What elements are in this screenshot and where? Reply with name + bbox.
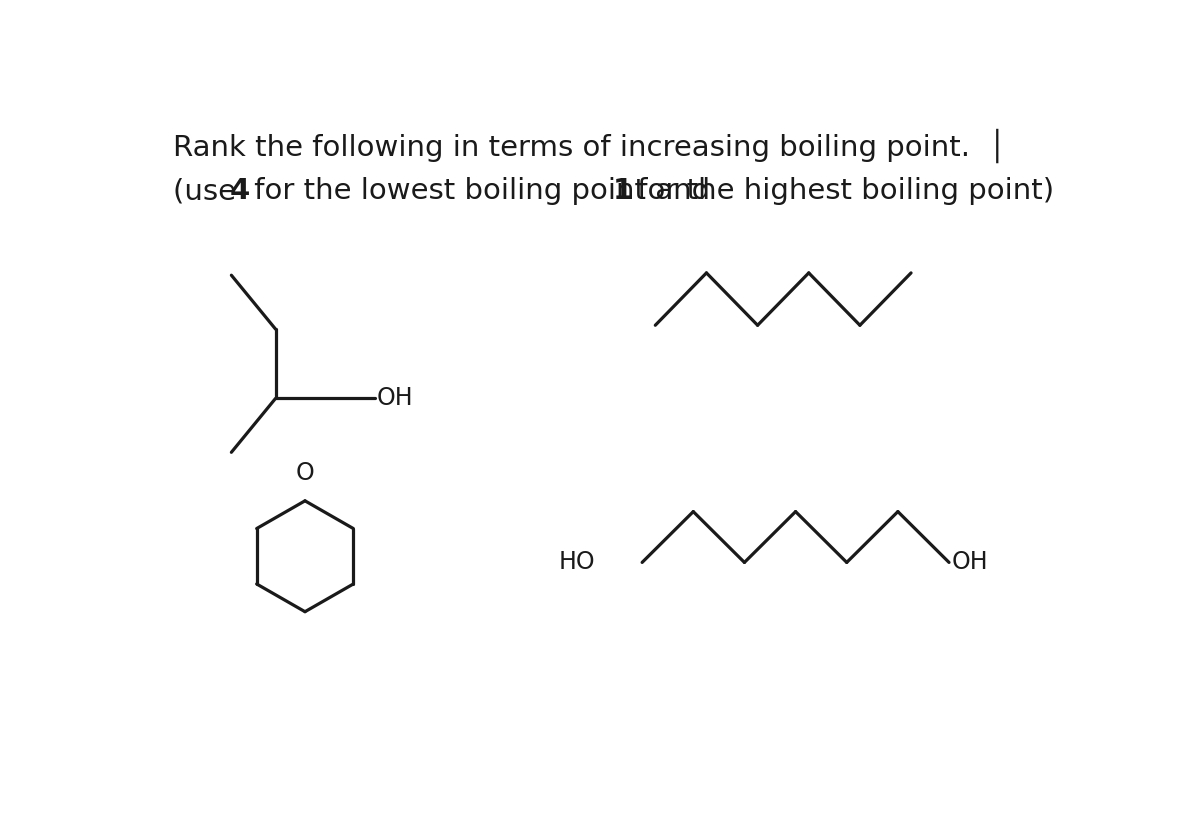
Text: OH: OH [952, 550, 988, 574]
Text: for the highest boiling point): for the highest boiling point) [629, 177, 1055, 205]
Text: (use: (use [173, 177, 246, 205]
Text: 4: 4 [229, 177, 250, 205]
Text: OH: OH [377, 386, 414, 410]
Text: 1: 1 [612, 177, 632, 205]
Text: for the lowest boiling point and: for the lowest boiling point and [245, 177, 719, 205]
Text: O: O [295, 461, 314, 485]
Text: HO: HO [559, 550, 595, 574]
Text: Rank the following in terms of increasing boiling point.  │: Rank the following in terms of increasin… [173, 129, 1007, 163]
